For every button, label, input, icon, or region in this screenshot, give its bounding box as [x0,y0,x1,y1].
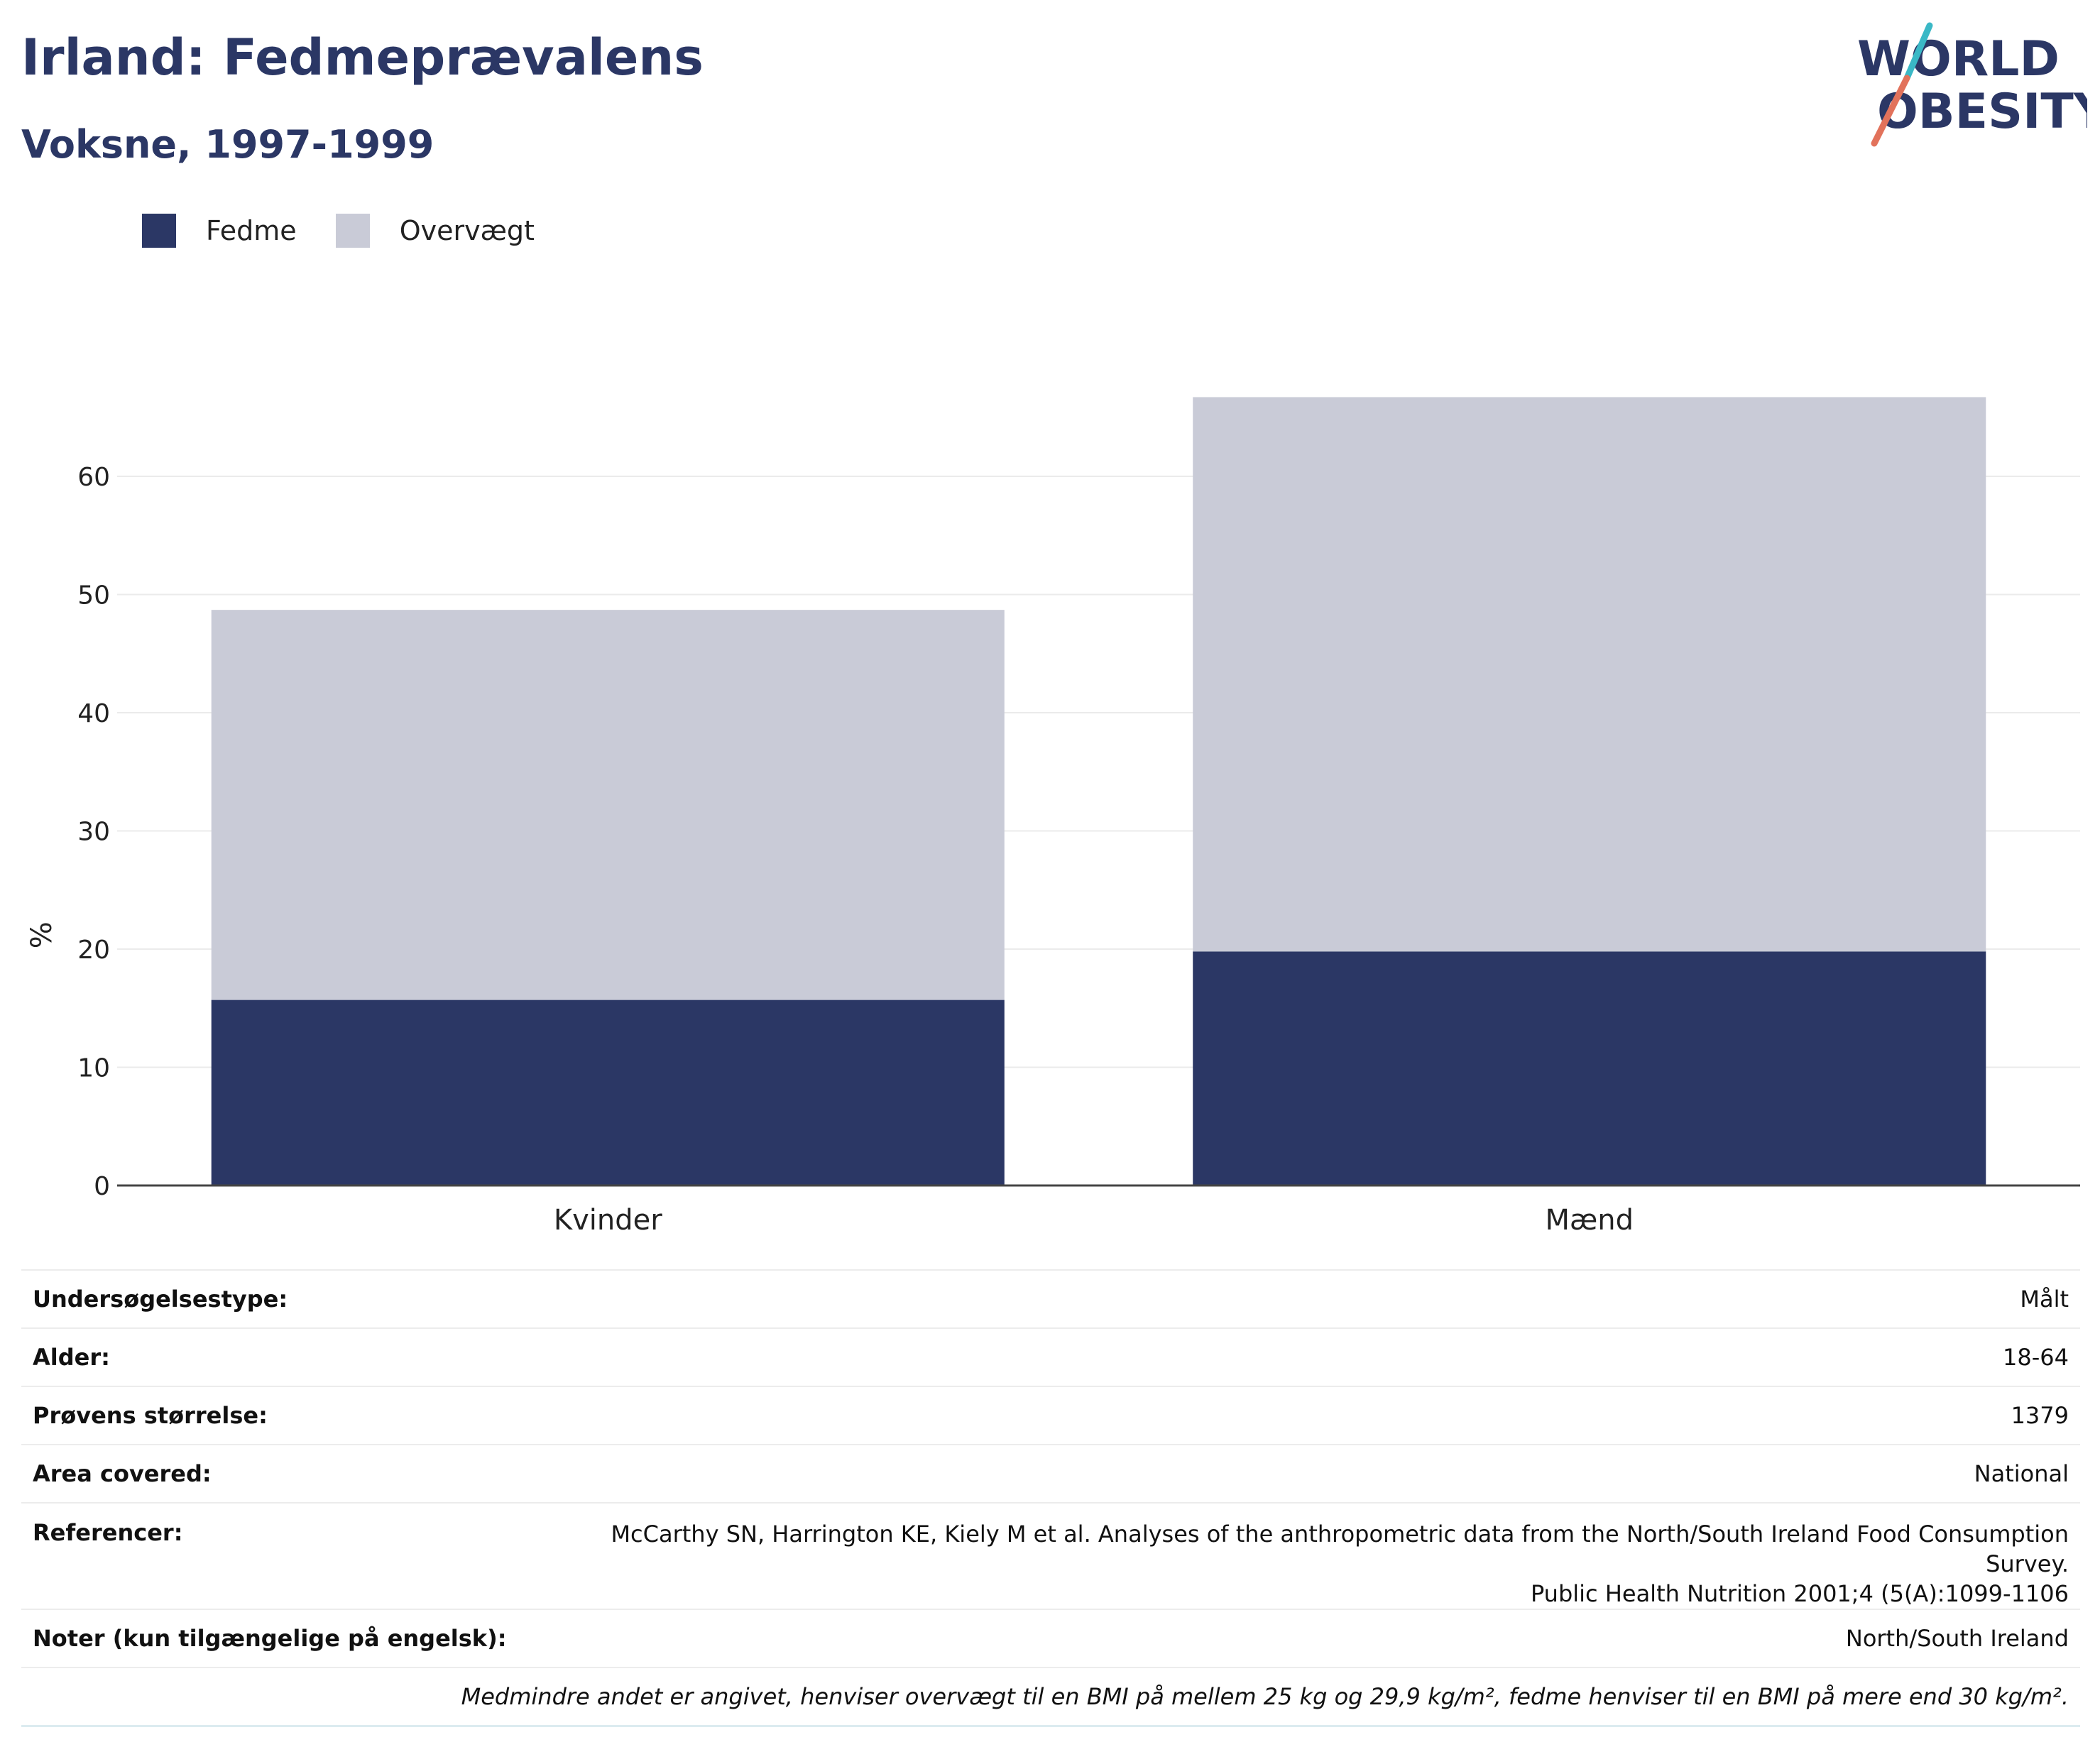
reference-line-1: McCarthy SN, Harrington KE, Kiely M et a… [611,1521,2069,1577]
survey-info-table: Undersøgelsestype: Målt Alder: 18-64 Prø… [21,1269,2080,1727]
world-obesity-logo: WORLD OBESITY [1857,22,2087,147]
logo-line-1: WORLD [1857,31,2060,87]
bmi-footnote: Medmindre andet er angivet, henviser ove… [21,1667,2080,1727]
info-row-references: Referencer: McCarthy SN, Harrington KE, … [21,1502,2080,1609]
bar-kvinder-overv-gt [211,610,1005,1000]
x-category-label-0: Kvinder [554,1204,662,1237]
info-value-area: National [541,1444,2080,1503]
chart-legend: Fedme Overvægt [142,209,574,252]
stacked-bar-chart: 0 10 20 30 40 50 60% Kvinder Mænd [26,397,2080,1237]
info-row-age: Alder: 18-64 [21,1327,2080,1386]
bar-m-nd-overv-gt [1193,397,1986,952]
info-value-survey-type: Målt [541,1269,2080,1328]
info-value-notes: North/South Ireland [541,1609,2080,1667]
legend-swatch-overvaegt [335,214,370,248]
y-tick-label-40: 40 [77,699,110,728]
info-row-notes: Noter (kun tilgængelige på engelsk): Nor… [21,1609,2080,1667]
info-key-age: Alder: [21,1327,541,1386]
info-key-references: Referencer: [21,1502,541,1609]
info-value-age: 18-64 [541,1327,2080,1386]
page-title: Irland: Fedmeprævalens [21,28,704,87]
info-key-survey-type: Undersøgelsestype: [21,1269,541,1328]
legend-label-fedme: Fedme [206,215,297,246]
bar-m-nd-fedme [1193,951,1986,1185]
y-tick-label-10: 10 [77,1054,110,1083]
legend-swatch-fedme [142,214,176,248]
y-tick-label-0: 0 [94,1172,110,1201]
x-category-label-1: Mænd [1545,1204,1634,1237]
info-row-footnote: Medmindre andet er angivet, henviser ove… [21,1667,2080,1727]
info-key-area: Area covered: [21,1444,541,1503]
legend-item-overvaegt[interactable]: Overvægt [335,214,535,248]
page-subtitle: Voksne, 1997-1999 [21,122,434,167]
info-row-sample-size: Prøvens størrelse: 1379 [21,1386,2080,1445]
info-row-area: Area covered: National [21,1444,2080,1503]
legend-item-fedme[interactable]: Fedme [142,214,297,248]
logo-slash-teal [1903,22,1933,82]
logo-slash-coral [1871,75,1910,147]
logo-line-2: OBESITY [1877,84,2087,140]
bar-kvinder-fedme [211,1000,1005,1185]
y-tick-label-60: 60 [77,463,110,492]
y-axis-title: % [26,921,58,948]
y-tick-label-20: 20 [77,936,110,965]
info-value-sample-size: 1379 [541,1386,2080,1445]
y-tick-label-30: 30 [77,818,110,847]
info-key-notes: Noter (kun tilgængelige på engelsk): [21,1609,541,1667]
y-tick-label-50: 50 [77,581,110,610]
info-key-sample-size: Prøvens størrelse: [21,1386,541,1445]
reference-line-2: Public Health Nutrition 2001;4 (5(A):109… [1530,1580,2069,1607]
legend-label-overvaegt: Overvægt [399,215,535,246]
info-row-survey-type: Undersøgelsestype: Målt [21,1269,2080,1328]
info-value-references: McCarthy SN, Harrington KE, Kiely M et a… [541,1502,2080,1609]
